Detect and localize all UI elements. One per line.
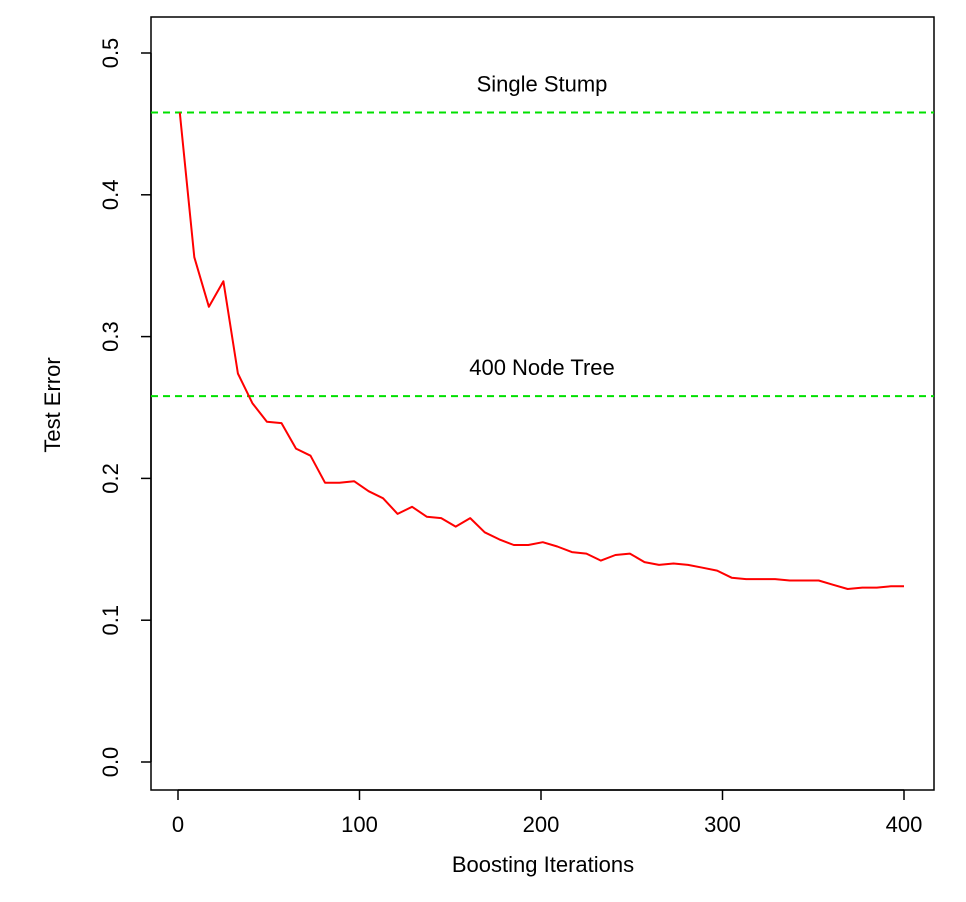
y-axis: 0.0 0.1 0.2 0.3 0.4 0.5 [98, 38, 152, 778]
series-group [178, 112, 904, 590]
y-tick-label: 0.5 [98, 38, 123, 69]
reference-line-label: 400 Node Tree [469, 355, 615, 380]
y-tick-label: 0.2 [98, 463, 123, 494]
x-tick-label: 0 [172, 812, 184, 837]
x-tick-label: 400 [886, 812, 923, 837]
y-tick-label: 0.0 [98, 747, 123, 778]
test-error-line [178, 112, 904, 590]
reference-line-label: Single Stump [477, 72, 608, 97]
y-tick-label: 0.1 [98, 605, 123, 636]
plot-frame [150, 16, 935, 791]
x-tick-label: 200 [523, 812, 560, 837]
x-tick-label: 300 [704, 812, 741, 837]
x-axis: 0 100 200 300 400 [172, 789, 923, 837]
y-tick-label: 0.4 [98, 180, 123, 211]
y-tick-label: 0.3 [98, 321, 123, 352]
y-axis-label: Test Error [40, 357, 65, 452]
x-tick-label: 100 [341, 812, 378, 837]
reference-lines: Single Stump 400 Node Tree [151, 72, 934, 398]
x-axis-label: Boosting Iterations [452, 852, 634, 877]
